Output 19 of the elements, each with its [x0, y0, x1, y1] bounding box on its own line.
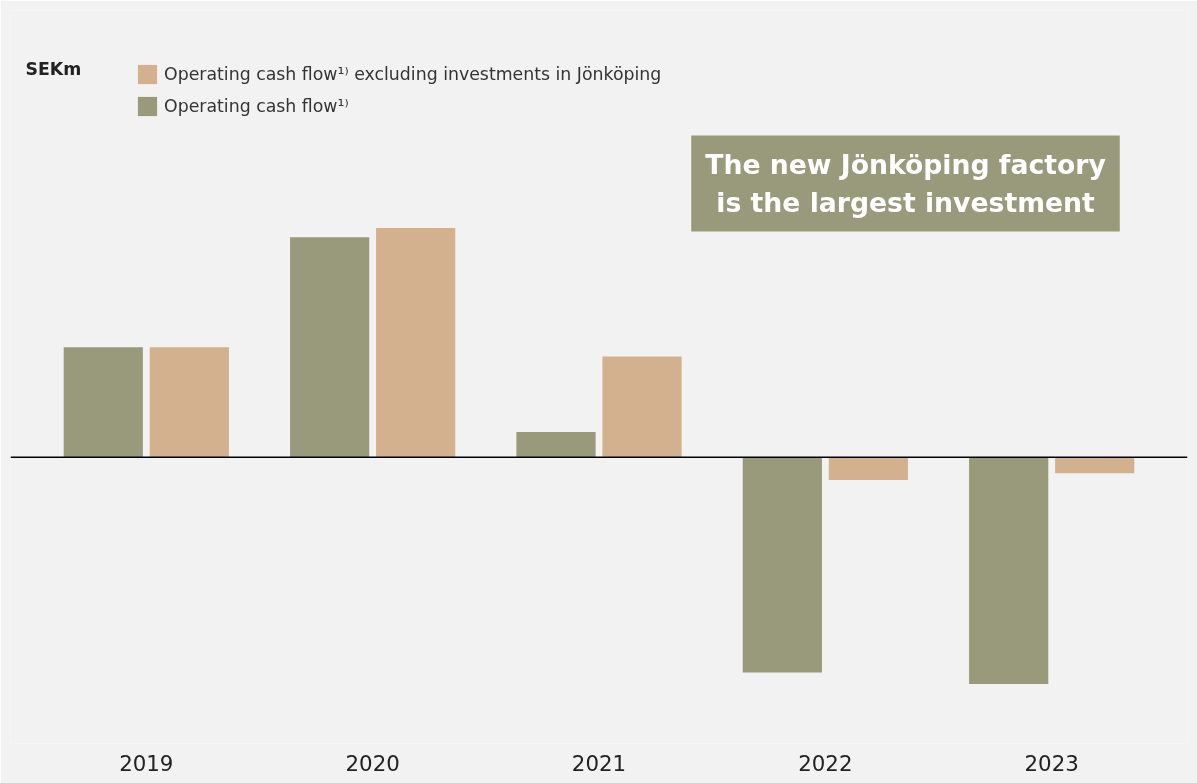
legend-label: Operating cash flow¹⁾	[164, 96, 349, 116]
bar	[969, 457, 1049, 684]
text: The new Jönköping factory is the largest investment	[705, 149, 1106, 218]
x-tick-label: 2019	[119, 750, 174, 776]
bar	[149, 347, 229, 458]
bar	[376, 228, 456, 458]
x-tick-label: 2022	[798, 750, 853, 776]
x-tick-label: 2023	[1024, 750, 1079, 776]
bar	[516, 431, 596, 458]
legend-label: Operating cash flow¹⁾ excluding investments in Jönköping	[164, 64, 662, 84]
bar	[63, 347, 143, 458]
bar	[1055, 457, 1135, 474]
bar	[828, 457, 908, 481]
bar	[602, 356, 682, 458]
bar	[742, 457, 822, 673]
x-tick-label: 2021	[571, 750, 627, 776]
bar	[290, 237, 370, 458]
text: SEKm	[25, 58, 82, 79]
x-tick-label: 2020	[345, 750, 400, 776]
